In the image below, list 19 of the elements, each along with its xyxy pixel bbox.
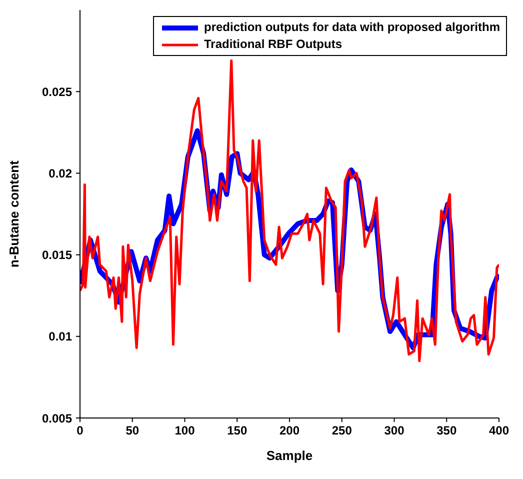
y-tick-label: 0.01 (48, 330, 72, 344)
x-tick-label: 400 (488, 424, 510, 438)
x-tick-label: 150 (227, 424, 248, 438)
legend-label: Traditional RBF Outputs (204, 36, 342, 53)
y-tick-label: 0.005 (42, 411, 72, 426)
x-tick-label: 350 (436, 424, 457, 438)
y-tick-label: 0.015 (42, 248, 72, 262)
y-tick-label: 0.02 (48, 166, 72, 180)
legend-label: prediction outputs for data with proposed algorithm (204, 19, 500, 36)
x-tick-label: 100 (174, 424, 196, 438)
x-tick-label: 0 (76, 424, 84, 438)
y-tick-label: 0.025 (42, 84, 72, 99)
x-tick-label: 200 (279, 424, 300, 438)
line-series (80, 59, 499, 362)
x-tick-label: 250 (332, 424, 352, 438)
x-axis-title: Sample (266, 448, 313, 463)
y-axis-title: n-Butane content (6, 160, 22, 268)
x-tick-label: 50 (126, 424, 140, 438)
x-tick-label: 300 (384, 424, 405, 438)
